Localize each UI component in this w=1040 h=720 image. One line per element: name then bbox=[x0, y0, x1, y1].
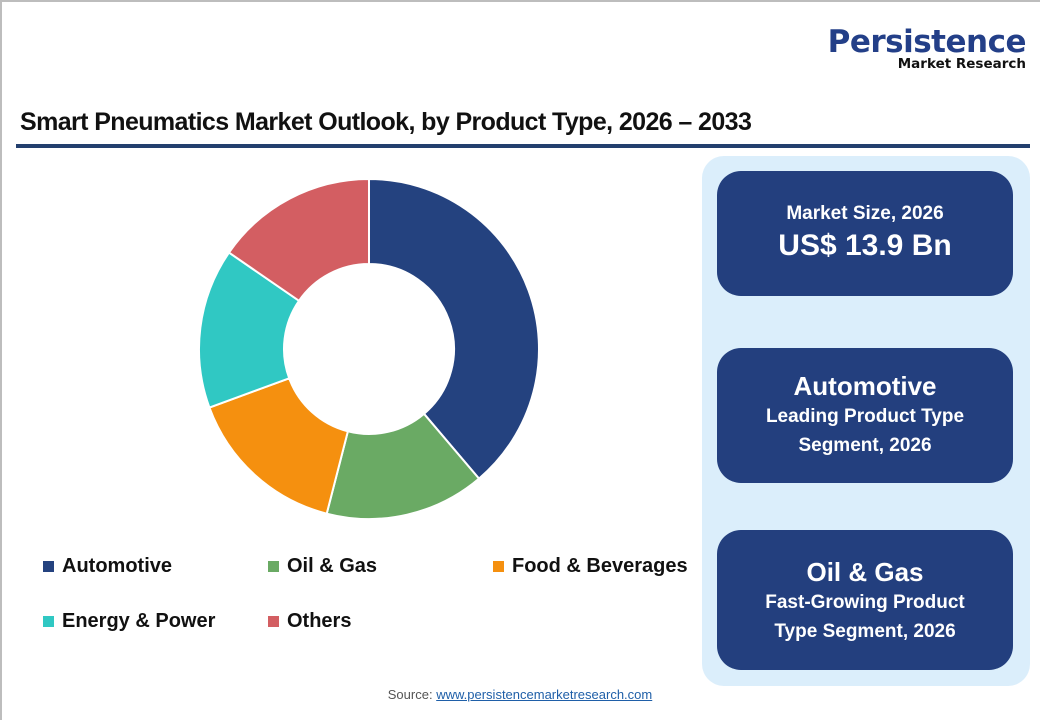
legend-swatch-icon bbox=[268, 561, 279, 572]
fastest-segment-line2: Type Segment, 2026 bbox=[774, 621, 956, 642]
leading-segment-card: Automotive Leading Product Type Segment,… bbox=[717, 348, 1013, 483]
logo-main-text: Persistence bbox=[827, 24, 1027, 60]
donut-slice-automotive bbox=[368, 177, 540, 481]
leading-segment-line2: Segment, 2026 bbox=[798, 435, 932, 456]
legend-label: Food & Beverages bbox=[512, 555, 688, 577]
legend-label: Others bbox=[287, 610, 352, 632]
market-size-label: Market Size, 2026 bbox=[786, 203, 944, 224]
leading-segment-line1: Leading Product Type bbox=[765, 406, 965, 427]
fastest-segment-card: Oil & Gas Fast-Growing Product Type Segm… bbox=[717, 530, 1013, 670]
legend-swatch-icon bbox=[493, 561, 504, 572]
key-stats-panel: Market Size, 2026 US$ 13.9 Bn Automotive… bbox=[702, 156, 1030, 686]
legend-item-oil-gas: Oil & Gas bbox=[268, 555, 377, 578]
legend-item-others: Others bbox=[268, 610, 351, 633]
legend-item-energy-power: Energy & Power bbox=[43, 610, 215, 633]
legend-swatch-icon bbox=[43, 561, 54, 572]
market-size-card: Market Size, 2026 US$ 13.9 Bn bbox=[717, 171, 1013, 296]
legend-item-food-beverages: Food & Beverages bbox=[493, 555, 688, 578]
source-label: Source: bbox=[387, 687, 433, 702]
chart-title: Smart Pneumatics Market Outlook, by Prod… bbox=[20, 108, 752, 136]
market-size-value: US$ 13.9 Bn bbox=[778, 229, 952, 262]
donut-chart bbox=[198, 177, 540, 520]
source-note: Source: www.persistencemarketresearch.co… bbox=[0, 687, 1040, 702]
donut-slice-others bbox=[227, 177, 370, 303]
title-divider bbox=[16, 144, 1030, 148]
fastest-segment-title: Oil & Gas bbox=[806, 557, 924, 587]
legend-label: Energy & Power bbox=[62, 610, 216, 632]
brand-logo: Persistence Market Research bbox=[827, 24, 1027, 72]
legend-label: Automotive bbox=[62, 555, 172, 577]
leading-segment-title: Automotive bbox=[793, 371, 937, 401]
legend-label: Oil & Gas bbox=[287, 555, 378, 577]
legend-swatch-icon bbox=[43, 616, 54, 627]
legend-item-automotive: Automotive bbox=[43, 555, 172, 578]
donut-slice-food-beverages bbox=[208, 377, 350, 515]
fastest-segment-line1: Fast-Growing Product bbox=[765, 592, 965, 613]
legend-swatch-icon bbox=[268, 616, 279, 627]
source-link[interactable]: www.persistencemarketresearch.com bbox=[436, 687, 653, 702]
logo-sub-text: Market Research bbox=[897, 56, 1026, 72]
